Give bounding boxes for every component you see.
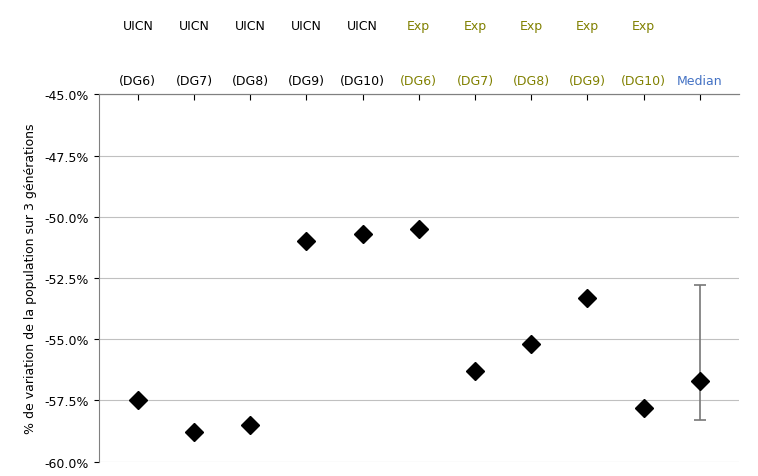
Text: UICN: UICN	[291, 20, 322, 33]
Text: (DG9): (DG9)	[288, 75, 325, 88]
Text: (DG10): (DG10)	[340, 75, 385, 88]
Text: UICN: UICN	[123, 20, 153, 33]
Text: (DG6): (DG6)	[400, 75, 437, 88]
Text: (DG7): (DG7)	[176, 75, 212, 88]
Text: Exp: Exp	[463, 20, 487, 33]
Text: (DG8): (DG8)	[232, 75, 269, 88]
Text: Exp: Exp	[576, 20, 599, 33]
Text: (DG10): (DG10)	[621, 75, 666, 88]
Text: UICN: UICN	[179, 20, 209, 33]
Text: UICN: UICN	[235, 20, 265, 33]
Text: (DG6): (DG6)	[119, 75, 156, 88]
Text: (DG8): (DG8)	[512, 75, 550, 88]
Y-axis label: % de variation de la population sur 3 générations: % de variation de la population sur 3 gé…	[24, 124, 37, 433]
Text: (DG7): (DG7)	[456, 75, 493, 88]
Text: Exp: Exp	[632, 20, 655, 33]
Text: UICN: UICN	[347, 20, 378, 33]
Text: Median: Median	[677, 75, 722, 88]
Text: Exp: Exp	[407, 20, 431, 33]
Text: Exp: Exp	[519, 20, 543, 33]
Text: (DG9): (DG9)	[568, 75, 606, 88]
